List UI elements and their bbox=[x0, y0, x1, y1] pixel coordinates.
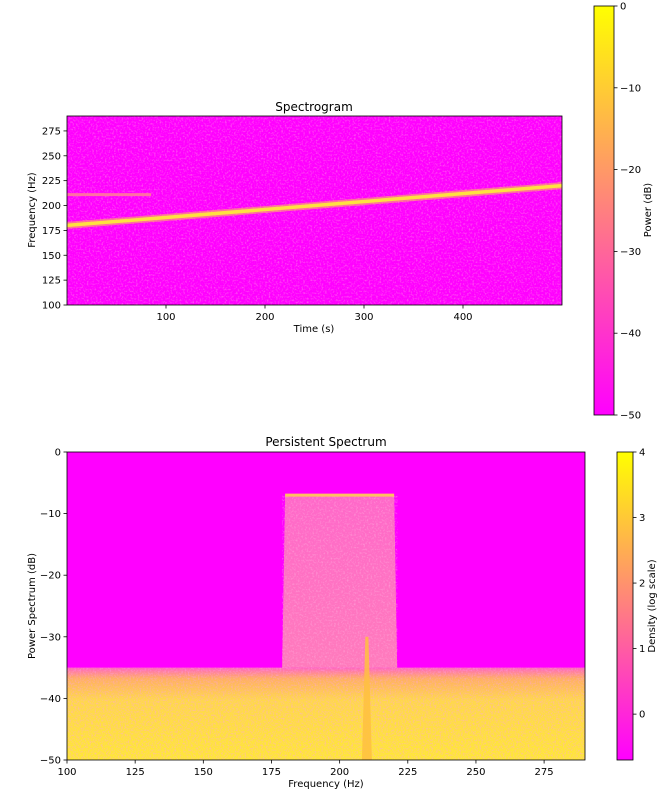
tone-spike bbox=[361, 636, 372, 760]
persistent-spectrum-x-tick-label: 225 bbox=[398, 767, 417, 778]
spectrogram-y-axis: 100 125 150 175 200 225 250 275 bbox=[42, 126, 67, 312]
spectrogram-y-tick-label: 150 bbox=[42, 251, 61, 262]
power-colorbar-tick-label: −30 bbox=[620, 247, 641, 258]
power-colorbar-tick-label: 0 bbox=[620, 2, 626, 13]
persistent-spectrum-x-tick-label: 275 bbox=[535, 767, 554, 778]
spectrogram-y-tick-label: 200 bbox=[42, 201, 61, 212]
persistent-spectrum-y-tick-label: −10 bbox=[40, 509, 61, 520]
spectrogram-x-tick-label: 100 bbox=[156, 312, 175, 323]
spectrogram-image bbox=[67, 116, 562, 305]
spectrogram-y-tick-label: 175 bbox=[42, 226, 61, 237]
persistent-spectrum-y-tick-label: −50 bbox=[40, 756, 61, 767]
spectrogram-x-tick-label: 300 bbox=[354, 312, 373, 323]
persistent-spectrum-y-tick-label: −40 bbox=[40, 694, 61, 705]
spectrogram-x-axis: 100 200 300 400 bbox=[156, 305, 473, 323]
spectrogram-plot-frame bbox=[66, 115, 563, 306]
power-colorbar-gradient bbox=[593, 5, 615, 416]
persistent-spectrum-x-tick-label: 125 bbox=[126, 767, 145, 778]
spectrogram-y-tick-label: 100 bbox=[42, 301, 61, 312]
persistent-spectrum-image bbox=[67, 452, 585, 760]
persistent-spectrum-title: Persistent Spectrum bbox=[265, 435, 386, 449]
density-colorbar-tick-label: 4 bbox=[639, 448, 645, 459]
power-colorbar-label: Power (dB) bbox=[643, 183, 654, 238]
persistent-spectrum-x-tick-label: 175 bbox=[262, 767, 281, 778]
density-colorbar-label: Density (log scale) bbox=[647, 559, 658, 652]
spectrogram-y-tick-label: 275 bbox=[42, 126, 61, 137]
density-colorbar-gradient bbox=[616, 451, 634, 761]
density-colorbar-tick-label: 1 bbox=[639, 644, 645, 655]
spectrogram-y-tick-label: 125 bbox=[42, 276, 61, 287]
noise-floor-texture bbox=[67, 667, 585, 760]
spectrogram-x-label: Time (s) bbox=[293, 324, 335, 335]
persistent-spectrum-x-tick-label: 200 bbox=[330, 767, 349, 778]
power-colorbar-tick-label: −50 bbox=[620, 411, 641, 422]
density-colorbar: 4 3 2 1 0 Density (log scale) bbox=[616, 448, 658, 761]
persistent-spectrum-x-axis: 100 125 150 175 200 225 250 275 bbox=[57, 760, 554, 778]
spectrogram-x-tick-label: 400 bbox=[453, 312, 472, 323]
power-colorbar-tick-label: −10 bbox=[620, 83, 641, 94]
spectrogram-y-tick-label: 250 bbox=[42, 151, 61, 162]
spectrogram-chart: Spectrogram 100 200 300 400 100 125 150 175 200… bbox=[27, 2, 654, 422]
spectrogram-title: Spectrogram bbox=[275, 100, 353, 114]
signal-band-texture bbox=[282, 495, 398, 668]
persistent-spectrum-plot-frame bbox=[66, 451, 586, 761]
persistent-spectrum-x-label: Frequency (Hz) bbox=[288, 779, 364, 790]
persistent-spectrum-x-tick-label: 150 bbox=[194, 767, 213, 778]
persistent-spectrum-chart: Persistent Spectrum 100 125 150 175 200 225 25… bbox=[27, 435, 658, 790]
density-colorbar-tick-label: 0 bbox=[639, 710, 645, 721]
persistent-spectrum-x-tick-label: 100 bbox=[57, 767, 76, 778]
persistent-spectrum-y-axis: 0 −10 −20 −30 −40 −50 bbox=[40, 448, 67, 767]
persistent-spectrum-y-tick-label: 0 bbox=[55, 448, 61, 459]
density-colorbar-tick-label: 3 bbox=[639, 513, 645, 524]
persistent-spectrum-y-tick-label: −20 bbox=[40, 571, 61, 582]
power-colorbar: 0 −10 −20 −30 −40 −50 Power (dB) bbox=[593, 2, 654, 422]
power-colorbar-tick-label: −40 bbox=[620, 329, 641, 340]
spectrogram-y-tick-label: 225 bbox=[42, 176, 61, 187]
power-colorbar-tick-label: −20 bbox=[620, 165, 641, 176]
persistent-spectrum-y-tick-label: −30 bbox=[40, 632, 61, 643]
persistent-spectrum-x-tick-label: 250 bbox=[466, 767, 485, 778]
chirp-signal bbox=[67, 183, 562, 228]
spectrogram-y-label: Frequency (Hz) bbox=[27, 172, 38, 248]
persistent-spectrum-y-label: Power Spectrum (dB) bbox=[27, 553, 38, 659]
spectrogram-x-tick-label: 200 bbox=[255, 312, 274, 323]
density-colorbar-tick-label: 2 bbox=[639, 579, 645, 590]
